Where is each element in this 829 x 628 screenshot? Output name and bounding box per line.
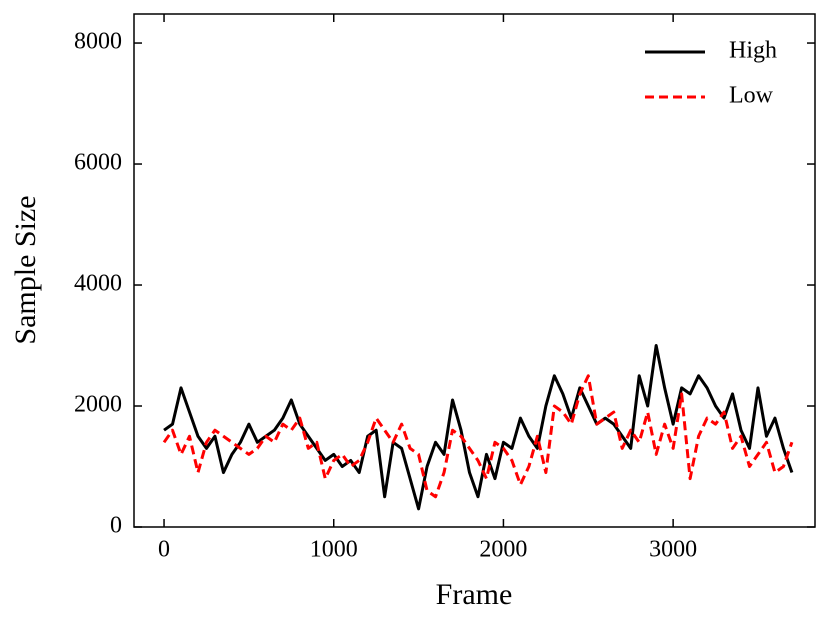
y-tick-label: 0 — [110, 513, 122, 539]
y-tick-label: 6000 — [74, 150, 122, 176]
y-tick-label: 4000 — [74, 271, 122, 297]
y-tick-label: 2000 — [74, 392, 122, 418]
y-axis-label: Sample Size — [9, 195, 42, 344]
legend-label: High — [729, 38, 777, 64]
x-tick-label: 1000 — [310, 537, 358, 563]
plot-frame — [133, 13, 816, 528]
legend-label: Low — [729, 83, 774, 109]
line-series — [162, 374, 794, 499]
x-tick-label: 3000 — [649, 537, 697, 563]
x-tick-label: 0 — [158, 537, 170, 563]
y-tick-label: 8000 — [74, 29, 122, 55]
x-axis-label: Frame — [436, 578, 513, 611]
line-series — [163, 344, 794, 511]
x-tick-label: 2000 — [479, 537, 527, 563]
